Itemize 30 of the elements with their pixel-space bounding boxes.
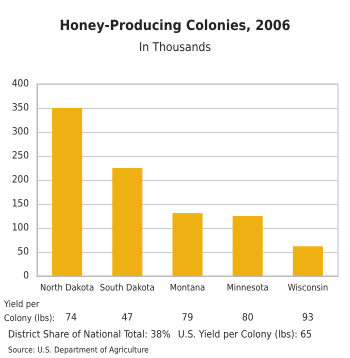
text: 93	[302, 312, 314, 324]
x-tick-label: South Dakota	[100, 284, 155, 294]
y-tick-label: 350	[12, 102, 30, 114]
bar	[232, 216, 263, 276]
chart-subtitle: In Thousands	[139, 40, 212, 54]
bar	[52, 108, 82, 276]
x-tick-label: North Dakota	[40, 284, 94, 294]
text: 47	[122, 312, 134, 324]
source-note: Source: U.S. Department of Agriculture	[8, 346, 150, 354]
bar	[172, 213, 203, 276]
y-tick-label: 50	[18, 246, 30, 258]
y-tick-label: 300	[12, 126, 30, 138]
x-tick-label: Minnesota	[226, 284, 269, 294]
text: 79	[182, 312, 194, 324]
text: District Share of National Total: 38%	[8, 330, 171, 340]
y-tick-label: 200	[12, 174, 30, 186]
x-tick-label: Wisconsin	[288, 284, 328, 294]
y-tick-label: 150	[12, 198, 30, 210]
bar	[292, 246, 323, 276]
bar	[112, 168, 142, 276]
text: U.S. Yield per Colony (lbs): 65	[178, 330, 312, 340]
y-tick-label: 250	[12, 150, 30, 162]
chart-title: Honey-Producing Colonies, 2006	[60, 18, 291, 34]
y-tick-label: 400	[12, 78, 30, 90]
y-tick-label: 0	[23, 270, 30, 282]
text: 80	[242, 312, 254, 324]
text: 74	[65, 312, 78, 324]
text: Yield per Colony (lbs):	[3, 300, 55, 324]
x-tick-label: Montana	[170, 284, 206, 294]
y-tick-label: 100	[12, 222, 30, 234]
